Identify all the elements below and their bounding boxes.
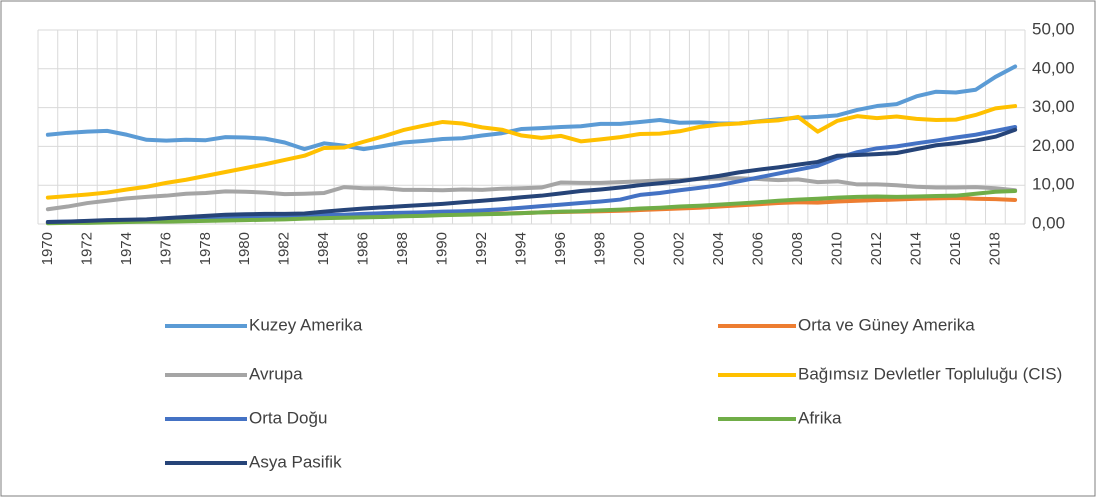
series-line bbox=[45, 104, 1018, 200]
x-tick-label: 2016 bbox=[947, 232, 964, 265]
series-line bbox=[45, 176, 1018, 212]
x-tick-label: 2008 bbox=[789, 232, 806, 265]
x-tick-label: 1972 bbox=[78, 232, 95, 265]
x-tick-label: 1990 bbox=[434, 232, 451, 265]
y-tick-label: 40,00 bbox=[1032, 58, 1075, 77]
legend-label: Orta Doğu bbox=[249, 408, 327, 427]
x-tick-label: 2006 bbox=[749, 232, 766, 265]
x-tick-label: 2012 bbox=[868, 232, 885, 265]
x-tick-label: 1980 bbox=[236, 232, 253, 265]
x-tick-label: 2018 bbox=[986, 232, 1003, 265]
series-line bbox=[45, 127, 1018, 225]
x-tick-label: 1976 bbox=[157, 232, 174, 265]
x-tick-label: 1974 bbox=[118, 232, 135, 265]
legend-label: Afrika bbox=[798, 408, 842, 427]
x-tick-label: 1982 bbox=[276, 232, 293, 265]
x-tick-label: 1988 bbox=[394, 232, 411, 265]
x-tick-label: 1992 bbox=[473, 232, 490, 265]
x-tick-label: 1970 bbox=[39, 232, 56, 265]
series-line bbox=[45, 64, 1018, 152]
x-tick-label: 2014 bbox=[907, 232, 924, 265]
legend-label: Kuzey Amerika bbox=[249, 315, 363, 334]
legend-label: Orta ve Güney Amerika bbox=[798, 315, 975, 334]
x-tick-label: 1978 bbox=[197, 232, 214, 265]
x-tick-label: 2002 bbox=[671, 232, 688, 265]
x-tick-label: 2000 bbox=[631, 232, 648, 265]
y-tick-label: 10,00 bbox=[1032, 175, 1075, 194]
y-tick-label: 30,00 bbox=[1032, 97, 1075, 116]
x-tick-label: 1994 bbox=[513, 232, 530, 265]
x-tick-label: 1986 bbox=[355, 232, 372, 265]
x-tick-label: 1996 bbox=[552, 232, 569, 265]
y-tick-label: 0,00 bbox=[1032, 213, 1065, 232]
x-tick-label: 1984 bbox=[315, 232, 332, 265]
series-line bbox=[45, 189, 1018, 226]
legend-label: Asya Pasifik bbox=[249, 452, 342, 471]
legend-label: Bağımsız Devletler Topluluğu (CIS) bbox=[798, 364, 1062, 383]
y-tick-label: 20,00 bbox=[1032, 136, 1075, 155]
legend-label: Avrupa bbox=[249, 364, 303, 383]
x-tick-label: 1998 bbox=[592, 232, 609, 265]
y-tick-label: 50,00 bbox=[1032, 19, 1075, 38]
x-tick-label: 2004 bbox=[710, 232, 727, 265]
x-tick-label: 2010 bbox=[828, 232, 845, 265]
